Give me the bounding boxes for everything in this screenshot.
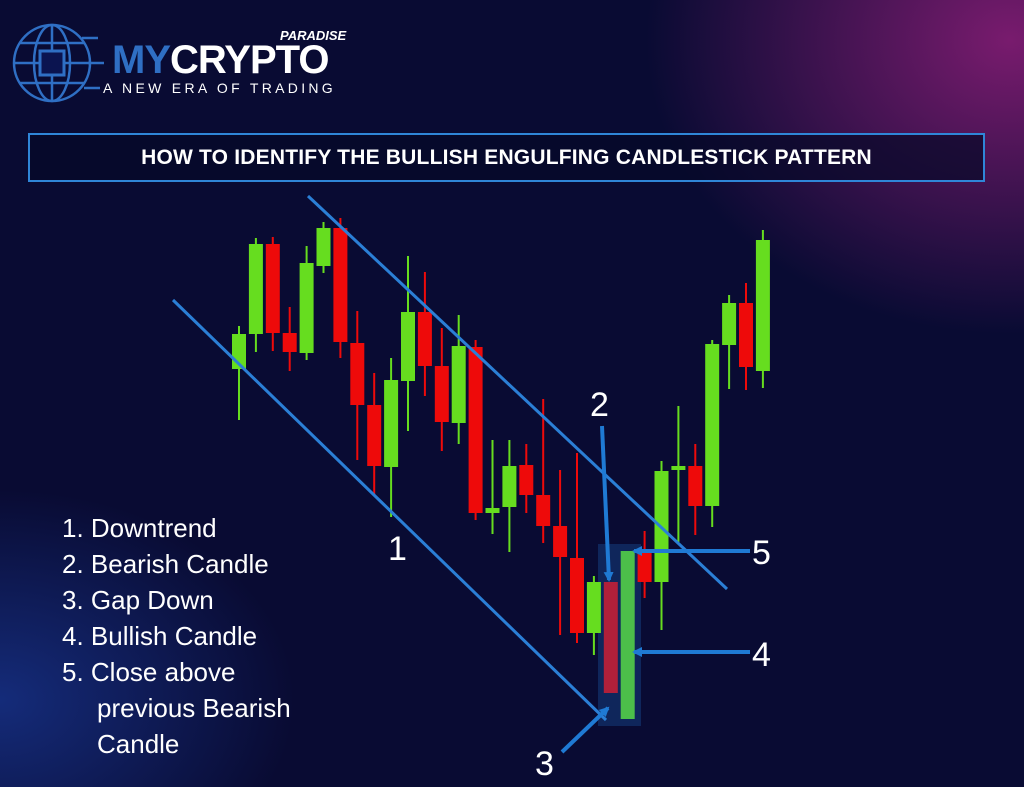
bullish-candle [316, 222, 331, 273]
tagline: A NEW ERA OF TRADING [103, 80, 336, 96]
globe-circuit-icon [12, 23, 104, 103]
bearish-candle [350, 311, 365, 460]
candle-body [688, 466, 703, 506]
logo [10, 18, 350, 103]
bullish-candle [248, 238, 263, 352]
candle-body [671, 466, 686, 470]
candle-body [553, 526, 568, 557]
bearish-candle [603, 582, 618, 693]
candle-body [485, 508, 500, 513]
candle-body [316, 228, 331, 266]
legend-item: 3. Gap Down [62, 585, 214, 615]
bullish-candle [232, 326, 246, 420]
candle-body [468, 347, 483, 513]
candle-body [502, 466, 517, 507]
candle-body [282, 333, 297, 352]
bullish-candle [299, 246, 314, 360]
candle-body [384, 380, 399, 467]
legend-item-cont: previous Bearish [97, 693, 291, 723]
bullish-candle [586, 576, 601, 655]
arrow-2 [600, 425, 614, 582]
candle-body [265, 244, 280, 333]
bearish-candle [367, 373, 382, 496]
bearish-candle [282, 307, 297, 371]
legend-item: 5. Close above [62, 657, 236, 687]
arrow-3 [560, 706, 610, 754]
bearish-candle [553, 470, 568, 635]
candle-body [350, 343, 365, 405]
brand-part1: MY [112, 38, 171, 82]
bullish-candle [722, 295, 737, 389]
candle-body [451, 346, 466, 423]
brand-part2: CRYPTO [170, 38, 329, 82]
candle-body [705, 344, 720, 506]
bullish-candle [671, 406, 686, 542]
candle-body [722, 303, 737, 345]
candle-body [333, 228, 348, 342]
bullish-candle [755, 230, 770, 388]
brand-superscript: PARADISE [280, 28, 347, 43]
callout-1: 1 [388, 530, 407, 568]
page-title: HOW TO IDENTIFY THE BULLISH ENGULFING CA… [28, 133, 985, 182]
brand-name: MYCRYPTO [112, 38, 329, 82]
legend-item: 1. Downtrend [62, 513, 217, 543]
legend-item: 4. Bullish Candle [62, 621, 258, 651]
bearish-candle [739, 283, 753, 390]
candle-body [519, 465, 534, 495]
candle-body [570, 558, 584, 633]
candle-body [739, 303, 753, 367]
bearish-candle [434, 328, 449, 451]
bullish-candle [401, 256, 415, 431]
bearish-candle [637, 531, 652, 598]
bearish-candle [570, 453, 584, 643]
candle-body [299, 263, 314, 353]
candle-body [603, 582, 618, 693]
candle-body [637, 551, 652, 582]
title-text: HOW TO IDENTIFY THE BULLISH ENGULFING CA… [141, 145, 872, 169]
legend-item-cont: Candle [97, 729, 180, 759]
candle-body [755, 240, 770, 371]
bullish-candle [620, 551, 635, 719]
candle-body [367, 405, 382, 466]
bearish-candle [265, 237, 280, 351]
candle-body [620, 551, 635, 719]
candle-body [434, 366, 449, 422]
candle-body [417, 312, 432, 366]
bullish-candle [705, 340, 720, 527]
channel-upper-line [306, 194, 729, 591]
callout-4: 4 [752, 636, 771, 674]
legend-item: 2. Bearish Candle [62, 549, 269, 579]
bullish-candle [384, 358, 399, 517]
callout-3: 3 [535, 745, 554, 783]
candle-body [536, 495, 551, 526]
bearish-candle [417, 272, 432, 396]
legend-list: 1. Downtrend 2. Bearish Candle 3. Gap Do… [62, 510, 291, 762]
candle-body [248, 244, 263, 334]
candle-body [586, 582, 601, 633]
callout-5: 5 [752, 534, 771, 572]
channel-lower-line [171, 298, 608, 722]
callout-2: 2 [590, 386, 609, 424]
bearish-candle [536, 399, 551, 543]
bearish-candle [468, 340, 483, 520]
bullish-candle [485, 440, 500, 534]
bullish-candle [654, 461, 669, 630]
bullish-candle [502, 440, 517, 552]
bearish-candle [688, 444, 703, 535]
bearish-candle [519, 444, 534, 513]
candle-body [401, 312, 415, 381]
bearish-candle [333, 218, 348, 358]
